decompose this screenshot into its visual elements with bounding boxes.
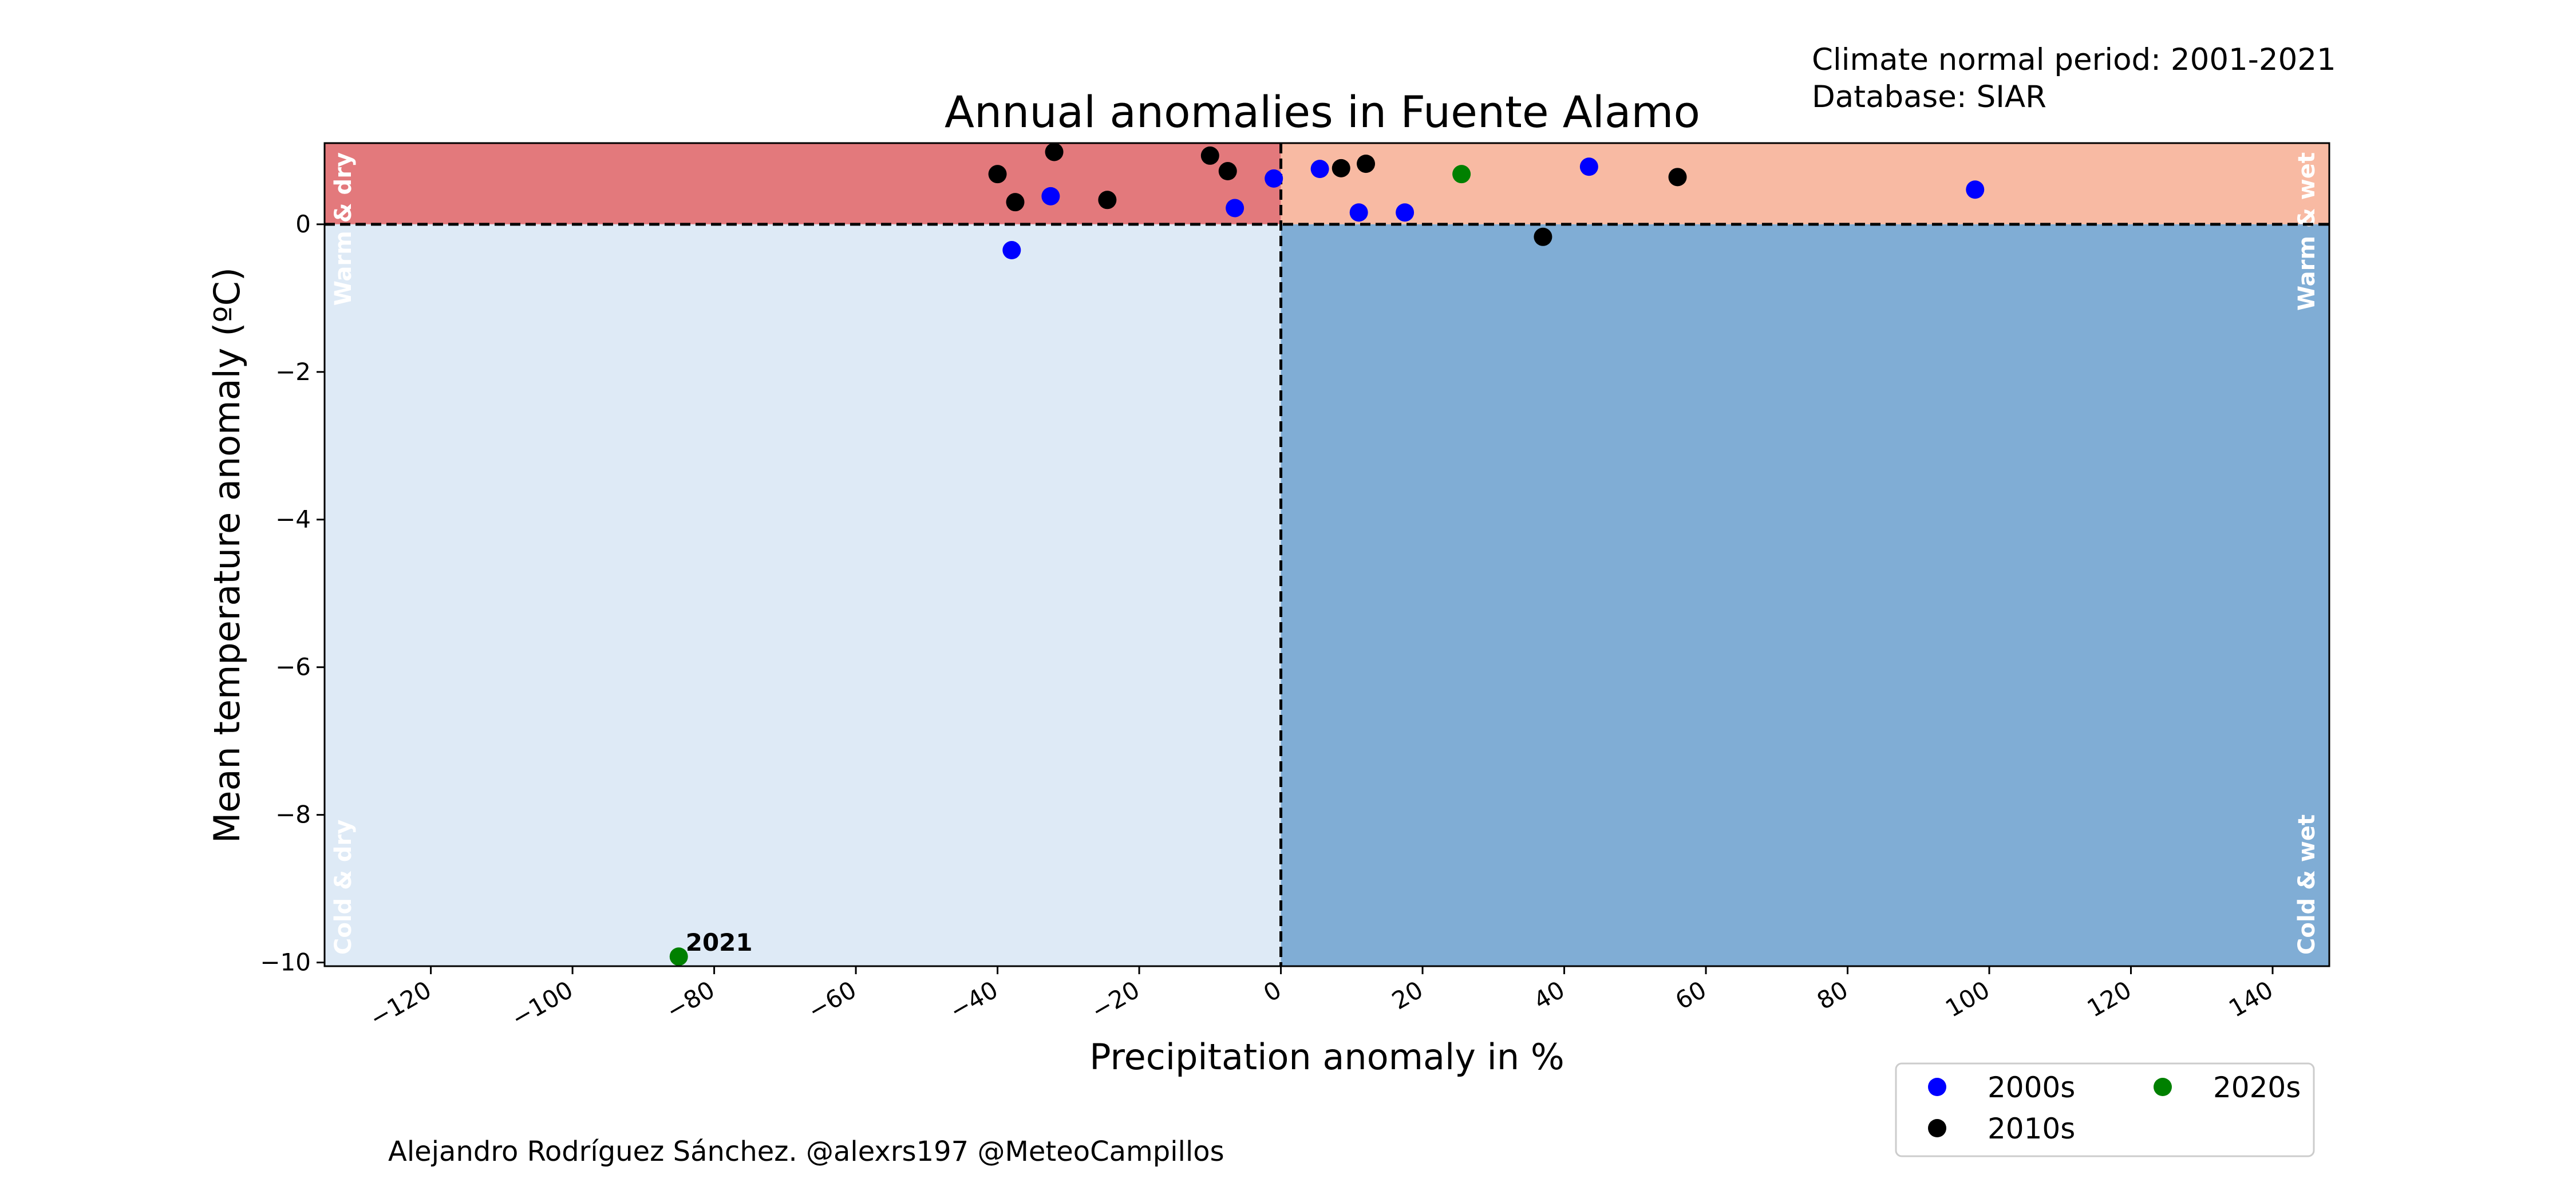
x-axis-label: Precipitation anomaly in % (1089, 1036, 1564, 1078)
x-tick-label: 80 (1812, 975, 1853, 1015)
point-2000s (1396, 203, 1415, 222)
x-tick-label: 60 (1670, 975, 1711, 1015)
legend-label-2000s: 2000s (1988, 1071, 2075, 1104)
x-tick-label: 120 (2083, 975, 2136, 1023)
legend-marker-2010s (1928, 1119, 1946, 1137)
point-2000s (1002, 241, 1021, 260)
x-tick-label: −60 (803, 975, 861, 1025)
y-axis-label: Mean temperature anomaly (ºC) (206, 267, 248, 843)
point-2010s (1534, 227, 1552, 246)
point-2000s (1041, 187, 1060, 205)
reference-lines (325, 143, 2329, 966)
point-2010s (1200, 146, 1219, 165)
quadrant-cold-wet (1281, 224, 2329, 966)
x-tick-label: −100 (507, 975, 578, 1033)
x-tick-label: −40 (945, 975, 1002, 1025)
x-tick-label: 20 (1387, 975, 1428, 1015)
y-tick-label: −8 (275, 801, 311, 829)
annotations: 2021 (686, 928, 753, 956)
x-tick-label: 100 (1941, 975, 1994, 1023)
point-2010s (1668, 168, 1687, 187)
x-tick-label: −20 (1086, 975, 1144, 1025)
point-2010s (988, 165, 1007, 184)
point-2000s (1579, 157, 1598, 176)
quadrant-labels: Warm & dry Warm & wet Cold & dry Cold & wet (330, 152, 2320, 955)
y-tick-label: −4 (275, 505, 311, 533)
legend-box (1895, 1062, 2315, 1157)
chart-title: Annual anomalies in Fuente Alamo (945, 86, 1700, 137)
y-tick-label: −6 (275, 653, 311, 681)
legend-label-2010s: 2010s (1988, 1112, 2075, 1145)
point-2000s (1349, 203, 1368, 222)
legend: 2000s 2010s 2020s (1895, 1062, 2315, 1157)
quadrant-backgrounds (325, 143, 2329, 966)
quadrant-cold-dry (325, 224, 1281, 966)
data-points (669, 143, 1985, 966)
point-2000s (1966, 180, 1985, 199)
y-tick-label: −10 (260, 948, 311, 976)
quadrant-warm-wet (1281, 143, 2329, 224)
plot-frame (323, 142, 2330, 967)
quadrant-warm-dry (325, 143, 1281, 224)
x-tick-label: 140 (2224, 975, 2278, 1023)
point-2010s (1357, 155, 1376, 173)
legend-marker-2000s (1928, 1078, 1946, 1096)
legend-marker-2020s (2154, 1078, 2172, 1096)
point-2010s (1045, 143, 1064, 161)
point-2020s (669, 947, 688, 966)
y-axis-ticks: 0 −2 −4 −6 −8 −10 (260, 210, 325, 976)
x-tick-label: −80 (661, 975, 719, 1025)
point-2010s (1218, 162, 1237, 181)
legend-label-2020s: 2020s (2213, 1071, 2301, 1104)
quadrant-label-warm-wet: Warm & wet (2294, 152, 2320, 311)
point-2020s (1452, 165, 1471, 184)
point-2010s (1098, 191, 1117, 209)
x-tick-label: −120 (365, 975, 436, 1033)
annotation-2021: 2021 (686, 928, 753, 956)
point-2000s (1310, 160, 1329, 179)
point-2010s (1006, 193, 1025, 212)
x-axis-ticks: −120 −100 −80 −60 −40 −20 0 20 40 60 80 100 120 140 (365, 966, 2278, 1033)
x-tick-label: 0 (1259, 975, 1286, 1007)
y-tick-label: 0 (295, 210, 311, 238)
credit-text: Alejandro Rodríguez Sánchez. @alexrs197 … (388, 1136, 1224, 1168)
x-tick-label: 40 (1529, 975, 1570, 1015)
point-2000s (1265, 169, 1283, 188)
point-2010s (1332, 159, 1350, 177)
y-tick-label: −2 (275, 358, 311, 386)
info-line-period: Climate normal period: 2001-2021 (1812, 42, 2336, 77)
point-2000s (1226, 199, 1244, 218)
quadrant-label-warm-dry: Warm & dry (330, 152, 357, 306)
quadrant-label-cold-wet: Cold & wet (2294, 814, 2320, 955)
info-line-database: Database: SIAR (1812, 80, 2046, 114)
quadrant-label-cold-dry: Cold & dry (330, 820, 357, 955)
